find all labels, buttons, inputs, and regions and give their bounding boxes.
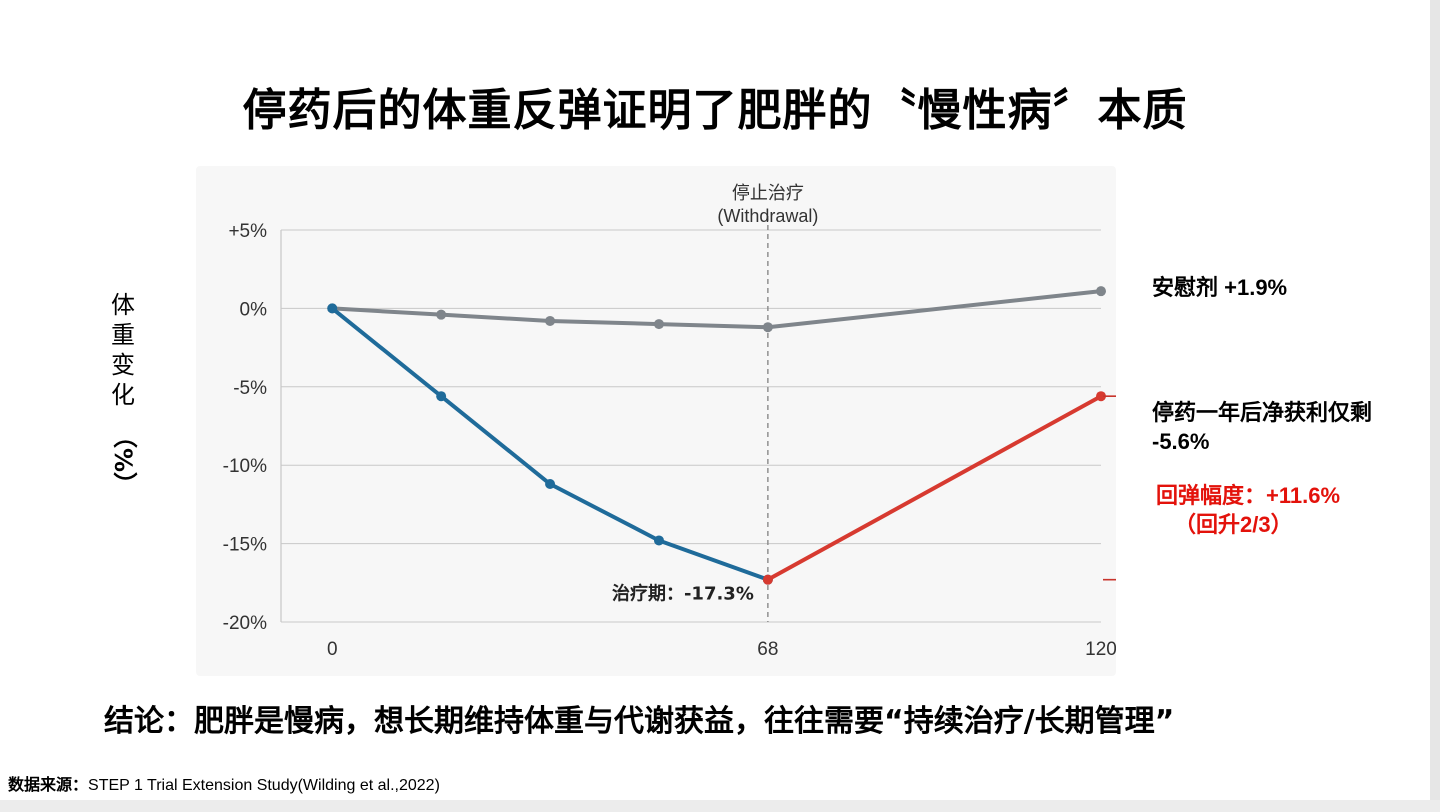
y-tick-label: 0% [240,299,268,320]
y-tick-label: -20% [223,613,267,634]
y-tick-label: -5% [233,378,267,399]
y-axis-unit: （%） [109,424,137,497]
x-tick-label: 120 [1085,639,1116,660]
treatment-period-label: 治疗期：-17.3% [612,583,754,605]
series-line-treatment [330,306,770,582]
y-axis-label-char: 体 [111,291,135,319]
rebound-bracket [1103,395,1116,581]
y-axis-label-char: 重 [111,321,135,349]
rebound-annotation: 回弹幅度：+11.6% （回升2/3） [1156,481,1340,539]
series-line-placebo [330,289,1103,330]
source-label: 数据来源： [8,777,89,794]
conclusion-text: 结论：肥胖是慢病，想长期维持体重与代谢获益，往往需要“持续治疗/长期管理” [104,704,1175,739]
y-axis-label-char: 变 [111,351,135,379]
source-text: STEP 1 Trial Extension Study(Wilding et … [88,777,440,794]
page-title: 停药后的体重反弹证明了肥胖的〝慢性病〞本质 [242,85,1188,136]
y-axis-label: 体 重 变 化 （%） [104,290,142,503]
data-point-treatment [653,535,664,546]
frame-edge-right [1430,0,1440,812]
rebound-label: 回弹幅度： [1156,483,1267,508]
data-point-placebo [762,322,773,333]
net-benefit-line1: 停药一年后净获利仅剩 [1152,400,1373,425]
y-tick-label: -15% [223,535,267,556]
x-tick-label: 68 [757,639,778,660]
chart-background [196,166,1116,676]
data-point-withdrawal [1096,391,1106,402]
y-tick-label: -10% [223,456,267,477]
frame-edge-bottom [0,800,1440,812]
data-point-treatment [436,391,447,402]
x-tick-label: 0 [327,639,338,660]
rebound-value: +11.6% [1266,483,1341,508]
series-line-withdrawal [765,394,1103,582]
data-source: 数据来源：STEP 1 Trial Extension Study(Wildin… [8,771,440,795]
chart-svg: +5% 0% -5% -10% -15% -20% 0 68 120 停止治疗(Withdrawa… [223,183,1116,660]
y-tick-label: +5% [228,221,267,242]
placebo-name: 安慰剂 [1152,275,1225,300]
data-point-placebo [436,309,447,320]
data-point-treatment [545,479,556,490]
data-point-treatment [327,303,338,314]
placebo-value: +1.9% [1224,275,1288,300]
placebo-annotation: 安慰剂 +1.9% [1152,270,1287,302]
withdrawal-label: 停止治疗 [732,183,804,204]
data-point-placebo [1096,286,1106,297]
rebound-sub: （回升2/3） [1174,512,1293,537]
data-point-withdrawal [762,574,773,585]
net-benefit-annotation: 停药一年后净获利仅剩 -5.6% [1152,398,1372,456]
data-point-placebo [545,315,556,326]
net-benefit-value: -5.6% [1152,429,1210,454]
withdrawal-label-en: (Withdrawal) [717,206,818,226]
line-chart: +5% 0% -5% -10% -15% -20% 0 68 120 停止治疗 (Withdrawa… [196,166,1116,676]
y-axis-label-char: 化 [111,381,135,409]
data-point-placebo [653,319,664,330]
